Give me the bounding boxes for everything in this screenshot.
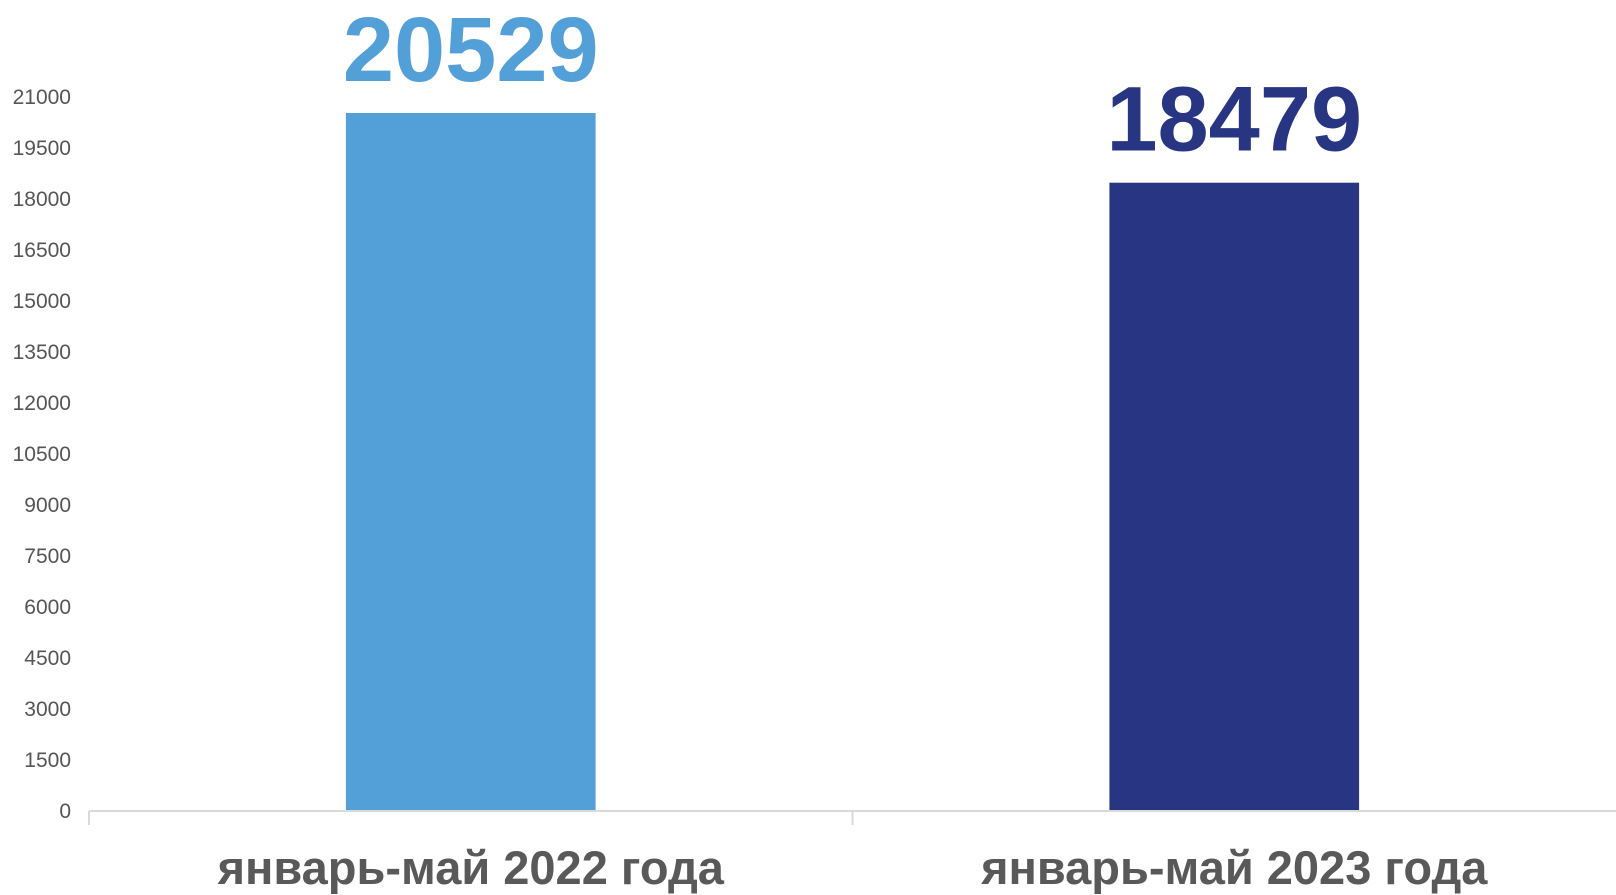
y-tick-label: 12000 xyxy=(13,392,71,415)
y-tick-label: 0 xyxy=(59,800,71,823)
bar-2 xyxy=(1109,182,1360,812)
y-tick-label: 7500 xyxy=(24,545,71,568)
y-tick-label: 19500 xyxy=(13,137,71,160)
y-axis: 0 1500 3000 4500 6000 7500 9000 10500 12000 13500… xyxy=(13,86,71,823)
y-tick-label: 3000 xyxy=(24,698,71,721)
category-label-2: январь-май 2023 года xyxy=(980,841,1488,894)
y-tick-label: 13500 xyxy=(13,341,71,364)
y-tick-label: 9000 xyxy=(24,494,71,517)
y-tick-label: 10500 xyxy=(13,443,71,466)
category-labels-group: январь-май 2022 года январь-май 2023 года xyxy=(217,841,1489,894)
y-tick-label: 21000 xyxy=(13,86,71,109)
category-label-1: январь-май 2022 года xyxy=(217,841,725,894)
y-tick-label: 1500 xyxy=(24,749,71,772)
y-tick-label: 16500 xyxy=(13,239,71,262)
bar-1 xyxy=(345,113,596,812)
x-axis xyxy=(88,810,1616,825)
bars-group xyxy=(345,113,1360,812)
data-label-1: 20529 xyxy=(343,0,599,101)
data-label-2: 18479 xyxy=(1106,69,1362,171)
y-tick-label: 6000 xyxy=(24,596,71,619)
y-tick-label: 4500 xyxy=(24,647,71,670)
data-labels-group: 20529 18479 xyxy=(343,0,1362,171)
y-tick-label: 18000 xyxy=(13,188,71,211)
y-tick-label: 15000 xyxy=(13,290,71,313)
